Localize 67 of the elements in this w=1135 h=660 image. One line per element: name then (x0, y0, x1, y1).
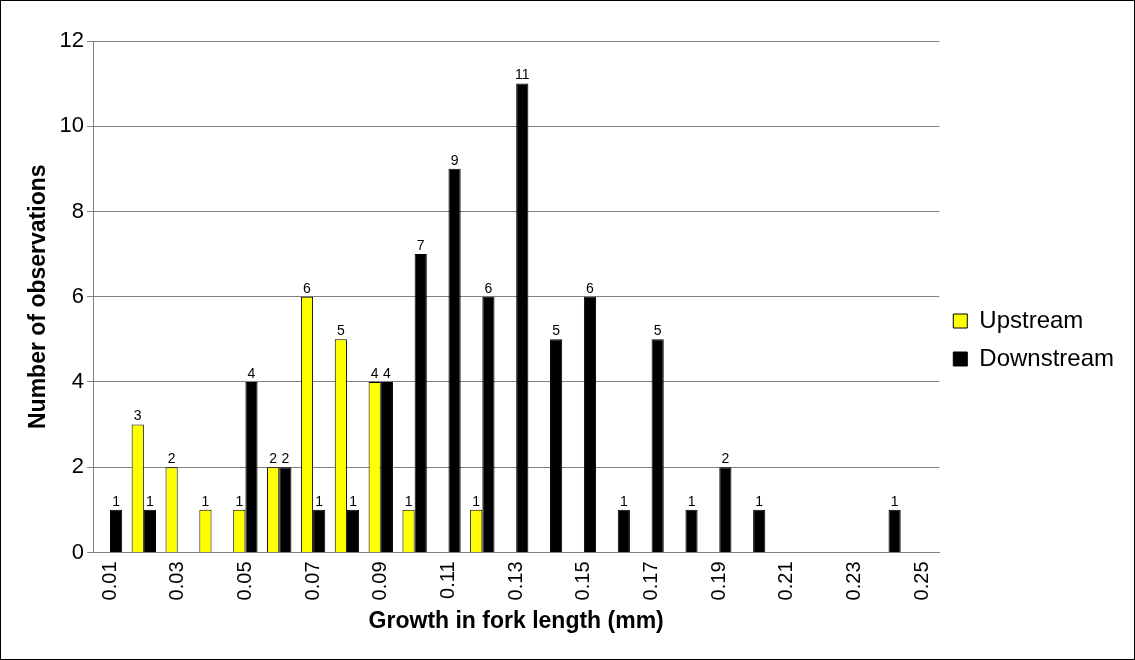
x-tick-label: 0.05 (232, 561, 255, 601)
bar (143, 509, 157, 552)
x-tick-label: 0.21 (774, 561, 797, 601)
y-tick-label: 2 (71, 453, 85, 479)
bar (651, 339, 664, 552)
y-axis-title: Number of observations (24, 164, 51, 430)
data-label: 6 (303, 279, 312, 296)
data-label: 6 (484, 279, 493, 296)
x-tick-label: 0.07 (300, 561, 323, 601)
bar (346, 509, 360, 552)
y-tick-label: 0 (71, 538, 85, 564)
data-label: 1 (315, 492, 324, 509)
data-label: 7 (416, 236, 425, 253)
bar (617, 509, 630, 552)
data-label: 1 (472, 492, 481, 509)
data-label: 2 (721, 450, 730, 467)
bar (719, 467, 732, 552)
y-tick-label: 6 (71, 282, 85, 308)
bar (550, 339, 563, 552)
data-label: 1 (404, 492, 413, 509)
legend-label: Downstream (979, 343, 1115, 371)
y-tick-label: 8 (71, 197, 85, 223)
x-tick-label: 0.23 (842, 561, 865, 601)
x-tick-label: 0.01 (97, 561, 120, 601)
data-label: 3 (133, 407, 142, 424)
x-tick-label: 0.09 (368, 561, 391, 601)
data-label: 1 (201, 492, 210, 509)
data-label: 1 (112, 492, 121, 509)
data-label: 1 (235, 492, 244, 509)
x-tick-label: 0.13 (503, 561, 526, 601)
data-label: 4 (247, 364, 256, 381)
bar (110, 509, 123, 552)
bar (753, 509, 766, 552)
x-tick-label: 0.03 (165, 561, 188, 601)
x-tick-label: 0.19 (706, 561, 729, 601)
bar (685, 509, 698, 552)
legend-label: Upstream (979, 305, 1084, 333)
data-label: 1 (755, 492, 764, 509)
data-label: 2 (269, 450, 278, 467)
bar (583, 296, 597, 552)
data-label: 5 (653, 322, 662, 339)
data-label: 1 (146, 492, 155, 509)
data-label: 11 (515, 66, 530, 83)
x-tick-label: 0.11 (436, 561, 458, 599)
data-label: 4 (382, 364, 391, 381)
bar (888, 509, 901, 552)
x-tick-label: 0.25 (909, 561, 932, 601)
data-label: 1 (349, 492, 358, 509)
data-label: 1 (890, 492, 899, 509)
data-label: 1 (687, 492, 696, 509)
data-label: 4 (370, 364, 379, 381)
data-label: 2 (167, 450, 176, 467)
data-label: 5 (552, 322, 561, 339)
data-label: 6 (586, 279, 595, 296)
data-label: 9 (450, 151, 459, 168)
x-tick-label: 0.15 (571, 561, 594, 601)
y-tick-label: 12 (59, 27, 85, 53)
bar (279, 467, 292, 552)
y-tick-label: 10 (59, 112, 85, 138)
bar (448, 168, 461, 552)
x-tick-label: 0.17 (639, 561, 662, 601)
y-tick-label: 4 (71, 368, 85, 394)
data-label: 2 (281, 450, 290, 467)
bar (516, 83, 529, 552)
data-label: 1 (619, 492, 628, 509)
x-axis-title: Growth in fork length (mm) (368, 606, 664, 633)
data-label: 5 (336, 322, 345, 339)
